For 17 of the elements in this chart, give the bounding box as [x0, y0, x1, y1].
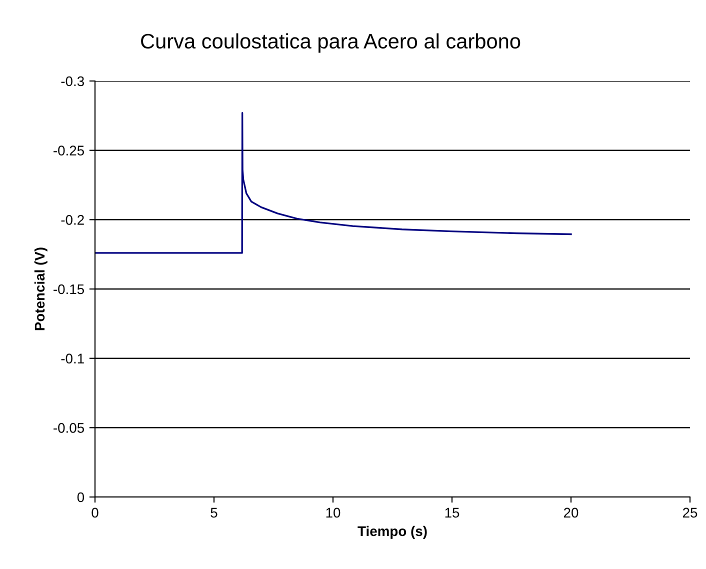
x-tick-label: 0 [92, 508, 98, 518]
y-tick-label: -0.3 [61, 76, 84, 86]
chart-title: Curva coulostatica para Acero al carbono [141, 33, 520, 53]
x-tick-label: 10 [326, 508, 340, 518]
y-tick-label: -0.25 [54, 146, 84, 156]
y-tick-label: -0.05 [54, 423, 84, 433]
x-tick-label: 15 [445, 508, 460, 518]
y-axis-title: Potencial (V) [34, 248, 48, 330]
line-series [95, 112, 572, 254]
x-tick-label: 25 [682, 508, 698, 518]
x-tick-label: 5 [210, 508, 218, 518]
x-tick-label: 20 [564, 508, 578, 518]
y-tick-label: -0.2 [61, 215, 84, 225]
y-tick-label: 0 [77, 492, 84, 502]
y-tick-label: -0.15 [54, 284, 84, 294]
y-tick-label: -0.1 [61, 354, 84, 364]
x-axis-title: Tiempo (s) [358, 526, 427, 539]
